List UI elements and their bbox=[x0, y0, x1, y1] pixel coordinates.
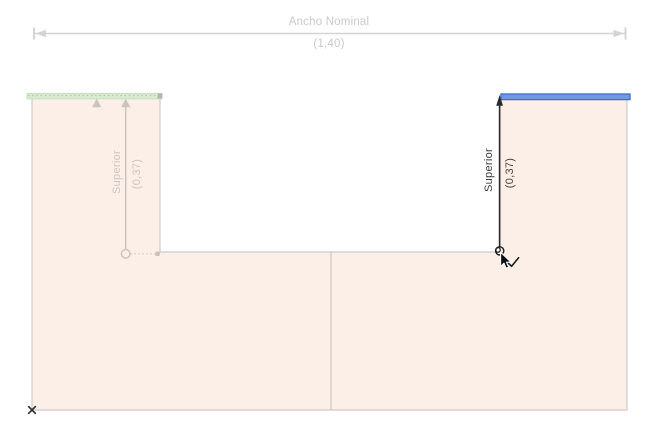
top-dimension-left-arrow-icon bbox=[35, 29, 46, 38]
gray-endpoint-circle-icon bbox=[120, 248, 131, 259]
profile-shape[interactable] bbox=[31, 95, 628, 411]
gray-snap-square-icon bbox=[155, 251, 160, 256]
cursor-arrow-icon bbox=[500, 251, 512, 269]
gray-arrowhead-icon bbox=[121, 98, 131, 108]
snap-check-icon bbox=[506, 256, 520, 268]
origin-marker-icon bbox=[27, 405, 37, 415]
snap-point-inner-circle-icon bbox=[495, 246, 501, 253]
top-dimension-right-arrow-icon bbox=[613, 29, 624, 38]
vertex-handle-icon[interactable] bbox=[157, 93, 163, 99]
edge-top-left-highlighted[interactable] bbox=[26, 92, 163, 100]
gray-arrowhead-icon bbox=[92, 98, 102, 108]
dimension-ancho-nominal bbox=[33, 27, 627, 40]
dimension-superior-right-active[interactable] bbox=[494, 95, 505, 256]
black-arrowhead-icon bbox=[496, 95, 503, 106]
edge-top-right-selected[interactable] bbox=[500, 93, 631, 101]
green-edge-band[interactable] bbox=[26, 92, 163, 100]
dimension-superior-left-inactive bbox=[92, 98, 160, 259]
